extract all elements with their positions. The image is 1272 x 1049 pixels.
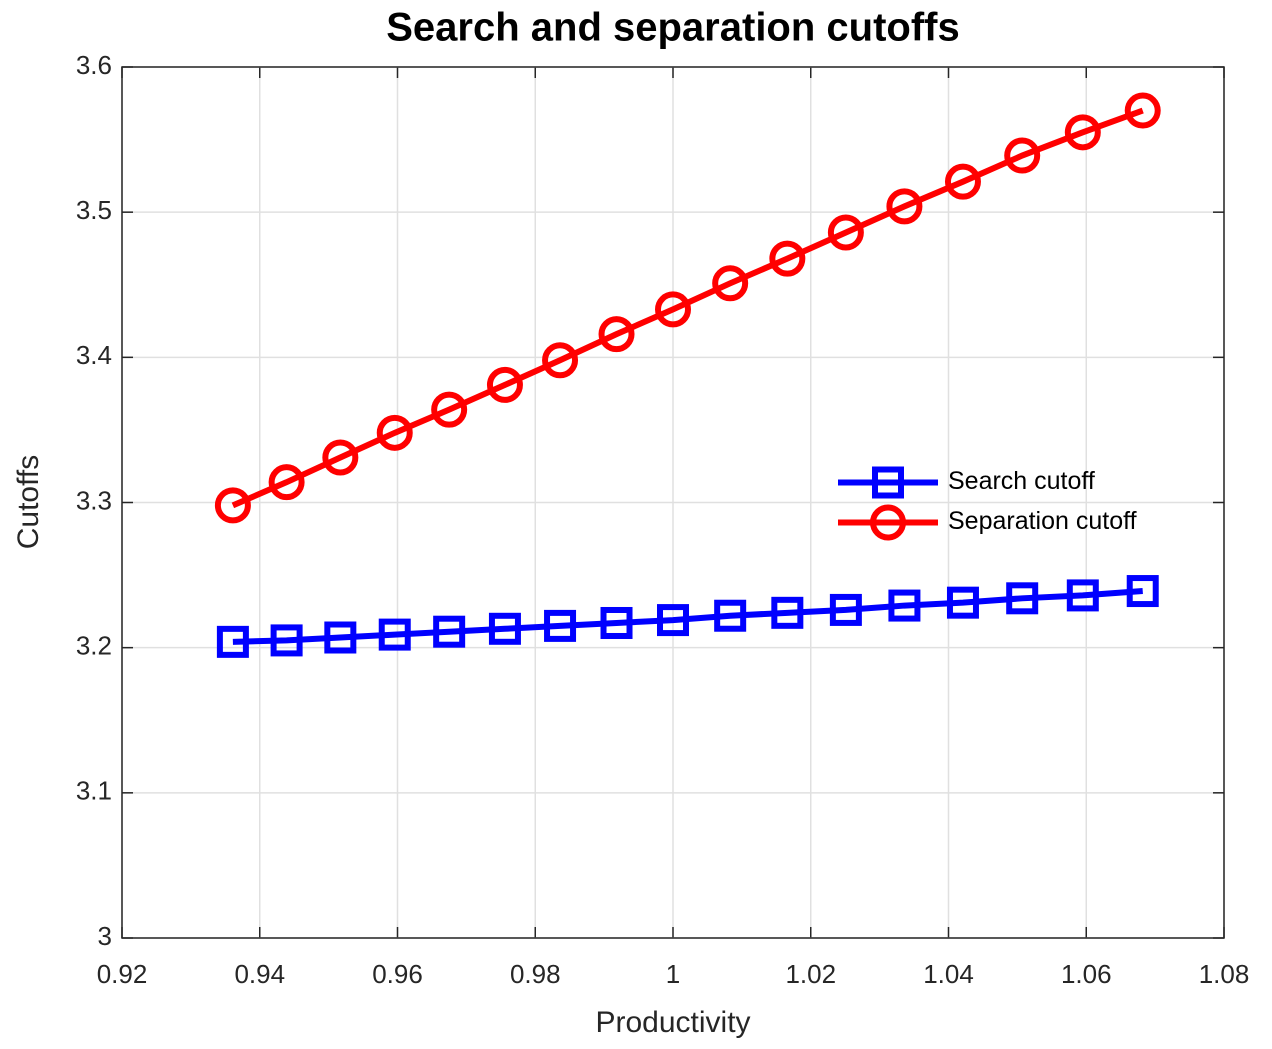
marker bbox=[888, 589, 921, 622]
marker bbox=[268, 464, 305, 501]
marker bbox=[1004, 137, 1041, 174]
marker bbox=[769, 240, 806, 277]
marker bbox=[827, 214, 864, 251]
x-tick-label: 1 bbox=[666, 959, 680, 989]
y-tick-label: 3.2 bbox=[76, 631, 112, 661]
legend-label: Search cutoff bbox=[948, 467, 1095, 495]
legend: Search cutoff Separation cutoff bbox=[838, 466, 1137, 541]
y-tick-label: 3.3 bbox=[76, 485, 112, 515]
x-tick-label: 1.08 bbox=[1199, 959, 1250, 989]
marker bbox=[542, 342, 579, 379]
marker bbox=[1006, 582, 1039, 615]
marker bbox=[600, 606, 633, 639]
marker bbox=[944, 163, 981, 200]
series-line bbox=[232, 588, 1143, 645]
marker bbox=[431, 391, 468, 428]
x-tick-label: 1.06 bbox=[1061, 959, 1112, 989]
plot-frame bbox=[121, 66, 1225, 939]
marker bbox=[598, 316, 635, 353]
y-tick-label: 3.6 bbox=[76, 50, 112, 80]
marker bbox=[376, 414, 413, 451]
y-axis-label: Cutoffs bbox=[12, 455, 45, 550]
marker bbox=[1064, 114, 1101, 151]
y-tick-label: 3 bbox=[98, 921, 112, 951]
x-tick-label: 1.04 bbox=[923, 959, 974, 989]
marker bbox=[1066, 579, 1099, 612]
marker bbox=[771, 596, 804, 629]
x-tick-label: 0.94 bbox=[234, 959, 285, 989]
marker bbox=[486, 366, 523, 403]
marker bbox=[488, 612, 521, 645]
marker bbox=[886, 188, 923, 225]
marker bbox=[1124, 92, 1161, 129]
legend-label: Separation cutoff bbox=[948, 507, 1137, 535]
marker bbox=[872, 466, 904, 499]
y-tick-label: 3.4 bbox=[76, 340, 112, 370]
marker bbox=[378, 618, 411, 651]
marker bbox=[657, 604, 689, 637]
marker bbox=[1126, 575, 1159, 608]
marker bbox=[216, 625, 249, 658]
y-tick-label: 3.1 bbox=[76, 776, 112, 806]
x-axis-label: Productivity bbox=[595, 1006, 750, 1039]
marker bbox=[870, 504, 906, 541]
marker bbox=[322, 439, 359, 476]
y-tick-label: 3.5 bbox=[76, 195, 112, 225]
series-line bbox=[231, 107, 1144, 509]
marker bbox=[270, 624, 303, 657]
marker bbox=[433, 615, 466, 648]
marker bbox=[829, 593, 862, 626]
marker bbox=[714, 599, 747, 632]
marker bbox=[946, 586, 979, 619]
marker bbox=[712, 265, 749, 302]
x-tick-label: 0.98 bbox=[510, 959, 561, 989]
marker bbox=[655, 291, 691, 328]
marker bbox=[544, 609, 577, 642]
x-tick-label: 0.92 bbox=[97, 959, 148, 989]
x-tick-label: 0.96 bbox=[372, 959, 423, 989]
x-tick-label: 1.02 bbox=[785, 959, 836, 989]
marker bbox=[214, 487, 251, 524]
marker bbox=[324, 621, 357, 654]
chart-title: Search and separation cutoffs bbox=[386, 6, 959, 50]
